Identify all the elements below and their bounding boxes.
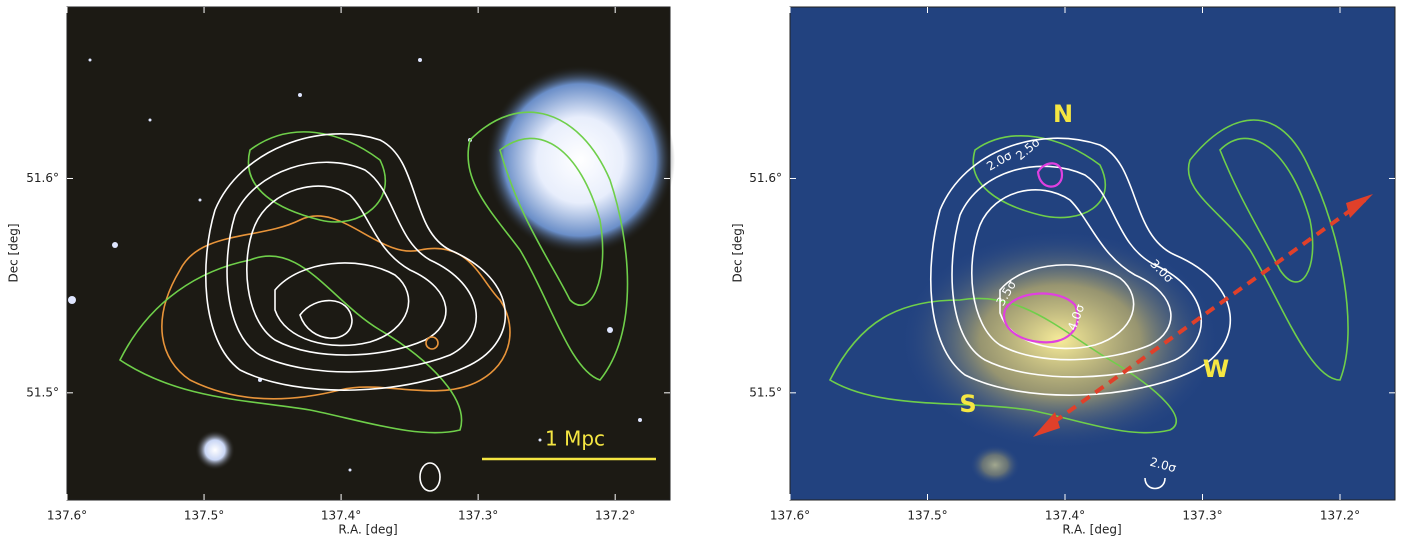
y-tick-label: 51.6° xyxy=(749,171,782,185)
x-tick-label: 137.6° xyxy=(47,509,87,523)
figure: 1 Mpc R.A. [deg] Dec [deg] N S W 2.0σ 2.… xyxy=(0,0,1413,542)
region-label: N xyxy=(1053,100,1073,128)
y-tick-label: 51.5° xyxy=(26,385,59,399)
region-label: W xyxy=(1203,355,1229,383)
x-tick-label: 137.2° xyxy=(1320,509,1360,523)
x-tick-label: 137.6° xyxy=(770,509,810,523)
x-axis-label: R.A. [deg] xyxy=(338,523,397,537)
x-tick-label: 137.5° xyxy=(907,509,947,523)
y-axis-label: Dec [deg] xyxy=(731,223,745,282)
scale-label: 1 Mpc xyxy=(545,427,605,451)
x-tick-label: 137.4° xyxy=(321,509,361,523)
x-axis-label: R.A. [deg] xyxy=(1062,523,1121,537)
bright-star xyxy=(485,65,675,255)
y-axis-label: Dec [deg] xyxy=(7,223,21,282)
y-tick-label: 51.5° xyxy=(749,385,782,399)
y-tick-label: 51.6° xyxy=(26,171,59,185)
x-tick-label: 137.3° xyxy=(1182,509,1222,523)
x-tick-label: 137.3° xyxy=(458,509,498,523)
x-tick-label: 137.5° xyxy=(184,509,224,523)
x-tick-label: 137.2° xyxy=(595,509,635,523)
bright-star xyxy=(195,430,235,470)
region-label: S xyxy=(959,390,976,418)
x-ray-glow xyxy=(970,445,1020,485)
x-tick-label: 137.4° xyxy=(1045,509,1085,523)
